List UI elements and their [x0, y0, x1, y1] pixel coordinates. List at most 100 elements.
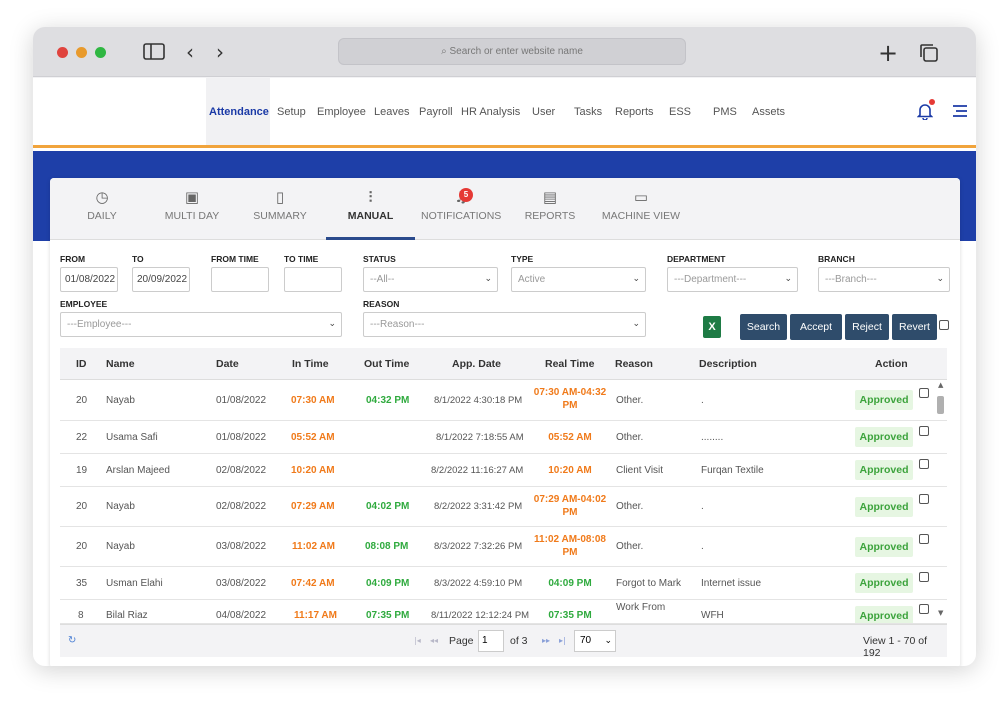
chevron-down-icon: ⌄ [328, 319, 336, 329]
nav-setup[interactable]: Setup [277, 106, 306, 118]
from-date-input[interactable]: 01/08/2022 [60, 267, 118, 292]
cell-date: 02/08/2022 [216, 465, 267, 476]
revert-button[interactable]: Revert [892, 314, 937, 340]
nav-assets[interactable]: Assets [752, 106, 786, 118]
first-page-icon[interactable]: |◂ [414, 636, 421, 645]
maximize-window-button[interactable] [95, 47, 106, 58]
row-checkbox[interactable] [919, 388, 929, 398]
table-row[interactable]: 20 Nayab 01/08/2022 07:30 AM 04:32 PM 8/… [60, 380, 947, 421]
top-navigation: Attendance Setup Employee Leaves Payroll… [33, 78, 976, 148]
address-bar[interactable]: ⌕ Search or enter website name [338, 38, 686, 65]
page-number-input[interactable]: 1 [478, 630, 504, 652]
prev-page-icon[interactable]: ◂◂ [430, 636, 439, 645]
nav-attendance[interactable]: Attendance [209, 106, 269, 118]
nav-user[interactable]: User [532, 106, 556, 118]
table-row[interactable]: 8 Bilal Riaz 04/08/2022 11:17 AM 07:35 P… [60, 600, 947, 624]
col-out-time[interactable]: Out Time [364, 358, 410, 370]
col-description[interactable]: Description [699, 358, 757, 370]
employee-label: EMPLOYEE [60, 299, 108, 309]
table-row[interactable]: 20 Nayab 03/08/2022 11:02 AM 08:08 PM 8/… [60, 527, 947, 567]
scroll-up-icon[interactable]: ▲ [938, 381, 944, 389]
row-checkbox[interactable] [919, 459, 929, 469]
menu-icon[interactable] [952, 104, 968, 123]
table-row[interactable]: 20 Nayab 02/08/2022 07:29 AM 04:02 PM 8/… [60, 487, 947, 527]
page-size-select[interactable]: 70 ⌄ [574, 630, 616, 652]
cell-date: 03/08/2022 [216, 541, 267, 552]
row-checkbox[interactable] [919, 534, 929, 544]
tab-daily[interactable]: ◷ DAILY [86, 188, 118, 222]
cell-in-time: 07:42 AM [291, 578, 335, 589]
accept-button[interactable]: Accept [790, 314, 842, 340]
excel-export-icon[interactable]: X [703, 316, 721, 338]
department-select[interactable]: ---Department--- ⌄ [667, 267, 798, 292]
to-date-input[interactable]: 20/09/2022 [132, 267, 190, 292]
cell-reason: Other. [616, 395, 644, 406]
search-button[interactable]: Search [740, 314, 787, 340]
nav-hr-analysis[interactable]: HR Analysis [461, 106, 521, 118]
col-in-time[interactable]: In Time [292, 358, 329, 370]
status-label: STATUS [363, 254, 396, 264]
tabs-overview-icon[interactable] [919, 43, 939, 68]
col-app-date[interactable]: App. Date [452, 358, 502, 370]
table-row[interactable]: 19 Arslan Majeed 02/08/2022 10:20 AM 8/2… [60, 454, 947, 487]
tab-reports[interactable]: ▤ REPORTS [524, 188, 576, 222]
tab-label: MANUAL [347, 210, 394, 222]
from-time-input[interactable] [211, 267, 269, 292]
select-all-checkbox[interactable] [939, 320, 949, 330]
type-label: TYPE [511, 254, 534, 264]
table-scrollbar[interactable] [936, 386, 944, 620]
tab-machine-view[interactable]: ▭ MACHINE VIEW [600, 188, 682, 222]
page-count-label: of 3 [510, 635, 528, 647]
to-time-input[interactable] [284, 267, 342, 292]
nav-reports[interactable]: Reports [615, 106, 654, 118]
type-select[interactable]: Active ⌄ [511, 267, 646, 292]
tab-manual[interactable]: ⫶ MANUAL [326, 188, 415, 222]
col-action[interactable]: Action [875, 358, 908, 370]
col-real-time[interactable]: Real Time [545, 358, 595, 370]
monitor-icon: ▭ [633, 188, 649, 206]
last-page-icon[interactable]: ▸| [559, 636, 566, 645]
col-date[interactable]: Date [216, 358, 239, 370]
refresh-icon[interactable]: ↻ [68, 635, 77, 646]
chevron-down-icon: ⌄ [632, 274, 640, 284]
table-row[interactable]: 22 Usama Safi 01/08/2022 05:52 AM 8/1/20… [60, 421, 947, 454]
branch-select[interactable]: ---Branch--- ⌄ [818, 267, 950, 292]
table-header: ID Name Date In Time Out Time App. Date … [60, 348, 947, 380]
sidebar-toggle-icon[interactable] [143, 41, 165, 65]
row-checkbox[interactable] [919, 494, 929, 504]
tab-label: REPORTS [524, 210, 576, 222]
col-name[interactable]: Name [106, 358, 135, 370]
close-window-button[interactable] [57, 47, 68, 58]
back-icon[interactable]: ‹ [186, 40, 194, 64]
col-reason[interactable]: Reason [615, 358, 653, 370]
bell-icon[interactable] [916, 102, 934, 125]
cell-description: . [701, 501, 704, 512]
scrollbar-thumb[interactable] [937, 396, 944, 414]
reason-select[interactable]: ---Reason--- ⌄ [363, 312, 646, 337]
row-checkbox[interactable] [919, 572, 929, 582]
col-id[interactable]: ID [76, 358, 87, 370]
nav-payroll[interactable]: Payroll [419, 106, 453, 118]
reject-button[interactable]: Reject [845, 314, 889, 340]
table-row[interactable]: 35 Usman Elahi 03/08/2022 07:42 AM 04:09… [60, 567, 947, 600]
status-badge: Approved [855, 606, 913, 623]
row-checkbox[interactable] [919, 426, 929, 436]
nav-leaves[interactable]: Leaves [374, 106, 410, 118]
nav-employee[interactable]: Employee [317, 106, 366, 118]
row-checkbox[interactable] [919, 604, 929, 614]
nav-pms[interactable]: PMS [713, 106, 737, 118]
from-time-label: FROM TIME [211, 254, 259, 264]
minimize-window-button[interactable] [76, 47, 87, 58]
forward-icon[interactable]: › [216, 40, 224, 64]
tab-multi-day[interactable]: ▣ MULTI DAY [158, 188, 226, 222]
next-page-icon[interactable]: ▸▸ [542, 636, 551, 645]
browser-toolbar: ‹ › ⌕ Search or enter website name + [33, 27, 976, 77]
nav-ess[interactable]: ESS [669, 106, 692, 118]
scroll-down-icon[interactable]: ▼ [938, 609, 944, 617]
employee-select[interactable]: ---Employee--- ⌄ [60, 312, 342, 337]
tab-summary[interactable]: ▯ SUMMARY [248, 188, 312, 222]
status-select[interactable]: --All-- ⌄ [363, 267, 498, 292]
tab-label: SUMMARY [253, 210, 307, 222]
new-tab-icon[interactable]: + [878, 39, 899, 67]
nav-tasks[interactable]: Tasks [574, 106, 603, 118]
